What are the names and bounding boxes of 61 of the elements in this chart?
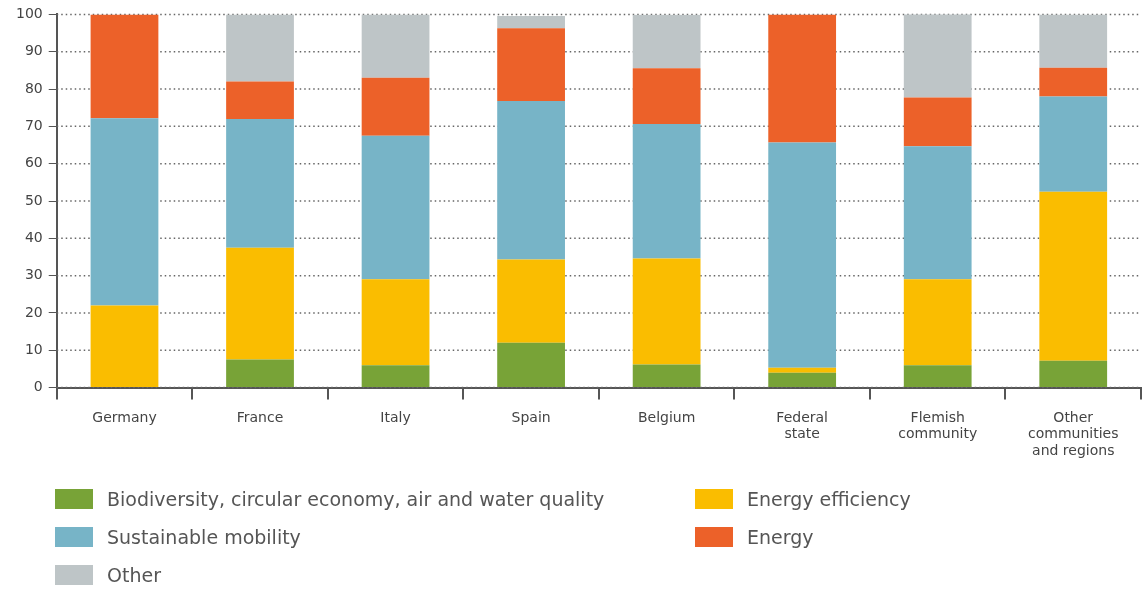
bar <box>1039 67 1108 97</box>
x-tick-label: Belgium <box>637 408 696 425</box>
bar <box>632 14 701 69</box>
bar <box>497 100 565 260</box>
y-tick-label: 0 <box>33 378 43 395</box>
bar <box>1039 360 1108 388</box>
legend-label: Sustainable mobility <box>107 526 301 548</box>
x-tick-label: France <box>236 408 284 425</box>
bar <box>768 372 837 388</box>
x-tick-label: Germany <box>92 408 157 425</box>
bar <box>226 14 294 82</box>
x-tick-label: Italy <box>380 408 411 425</box>
legend-label: Biodiversity, circular economy, air and water quality <box>107 488 605 510</box>
bar <box>226 359 294 388</box>
bar <box>497 259 565 343</box>
bar <box>497 15 565 29</box>
y-tick-label: 30 <box>24 266 43 283</box>
bar <box>903 146 972 280</box>
y-tick-label: 60 <box>24 154 43 171</box>
y-tick-label: 10 <box>24 340 43 357</box>
bar <box>632 124 701 259</box>
bar <box>768 14 837 143</box>
bar <box>768 142 837 368</box>
legend-label: Energy efficiency <box>747 488 911 510</box>
bar <box>768 367 837 373</box>
bar <box>226 81 294 119</box>
bar <box>903 14 972 98</box>
bar <box>361 279 430 366</box>
bar <box>226 247 294 360</box>
legend-label: Energy <box>747 526 814 548</box>
bar <box>497 28 565 101</box>
bar <box>632 364 701 388</box>
x-tick-label: Other communities and regions <box>1028 408 1119 459</box>
bar <box>903 365 972 388</box>
bar <box>497 342 565 388</box>
x-tick-label: Federal state <box>776 408 828 442</box>
bar <box>226 118 294 248</box>
x-tick-label: Spain <box>511 408 551 425</box>
bar <box>632 258 701 365</box>
y-tick-label: 100 <box>15 5 43 22</box>
bar <box>1039 191 1108 361</box>
bar <box>1039 14 1108 68</box>
bar <box>90 118 159 306</box>
bar <box>361 135 430 280</box>
y-tick-label: 80 <box>24 79 43 96</box>
y-tick-label: 40 <box>24 228 43 245</box>
bar <box>632 68 701 125</box>
bar <box>361 77 430 136</box>
bar <box>90 305 159 388</box>
y-tick-label: 70 <box>24 117 43 133</box>
x-tick-label: Flemish community <box>898 408 978 442</box>
y-tick-label: 50 <box>24 191 43 208</box>
bar <box>1039 96 1108 192</box>
y-tick-label: 90 <box>24 42 43 59</box>
bar <box>361 14 430 78</box>
bar <box>903 97 972 147</box>
bar <box>903 279 972 366</box>
bar <box>90 14 159 119</box>
y-tick-label: 20 <box>24 303 43 320</box>
legend-label: Other <box>107 564 161 586</box>
bar <box>361 365 430 388</box>
